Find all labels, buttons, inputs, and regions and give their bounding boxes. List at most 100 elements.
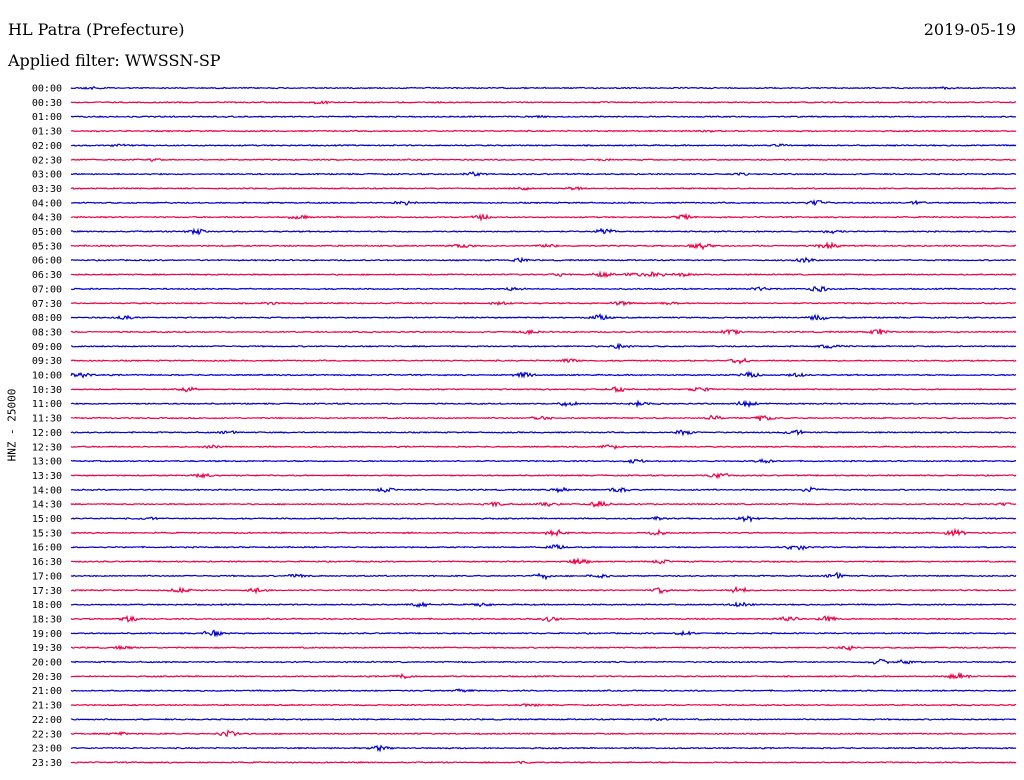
trace-line: [70, 328, 1017, 336]
time-tick-label: 18:00: [32, 600, 62, 611]
trace-line: [70, 571, 1017, 581]
time-tick-label: 05:30: [32, 241, 62, 252]
time-tick-label: 15:00: [32, 514, 62, 525]
trace-line: [70, 129, 1017, 133]
trace-line: [71, 199, 1017, 207]
trace-line: [70, 500, 1017, 508]
trace-line: [70, 543, 1017, 551]
trace-line: [70, 256, 1017, 264]
trace-line: [71, 285, 1017, 293]
trace-line: [70, 300, 1017, 307]
trace-line: [70, 658, 1017, 665]
time-tick-label: 14:00: [32, 485, 62, 496]
time-tick-label: 12:00: [32, 428, 62, 439]
time-tick-label: 08:00: [32, 313, 62, 324]
trace-line: [70, 212, 1017, 222]
time-tick-label: 04:30: [32, 213, 62, 224]
time-tick-label: 12:30: [32, 442, 62, 453]
trace-line: [70, 143, 1017, 148]
trace-line: [70, 629, 1017, 638]
time-tick-label: 02:30: [32, 155, 62, 166]
trace-line: [70, 557, 1017, 565]
time-tick-label: 03:30: [32, 184, 62, 195]
trace-line: [70, 472, 1017, 480]
trace-line: [70, 313, 1017, 321]
time-tick-label: 11:00: [32, 399, 62, 410]
station-title: HL Patra (Prefecture): [8, 20, 185, 39]
trace-line: [70, 601, 1017, 609]
trace-line: [70, 671, 1017, 680]
time-tick-label: 05:00: [32, 227, 62, 238]
trace-line: [70, 270, 1017, 279]
trace-line: [70, 614, 1017, 623]
filter-label: Applied filter: WWSSN-SP: [8, 51, 221, 70]
trace-line: [70, 485, 1017, 494]
trace-line: [70, 170, 1017, 177]
time-tick-label: 15:30: [32, 528, 62, 539]
trace-line: [70, 100, 1017, 105]
time-tick-label: 21:00: [32, 686, 62, 697]
time-tick-label: 11:30: [32, 414, 62, 425]
time-tick-label: 09:00: [32, 342, 62, 353]
time-tick-label: 19:30: [32, 643, 62, 654]
trace-line: [70, 241, 1017, 251]
time-tick-label: 17:30: [32, 586, 62, 597]
trace-line: [70, 414, 1017, 421]
trace-line: [70, 729, 1017, 738]
time-tick-label: 13:00: [32, 457, 62, 468]
trace-line: [70, 399, 1017, 409]
time-tick-label: 14:30: [32, 500, 62, 511]
time-tick-label: 22:30: [32, 729, 62, 740]
time-tick-label: 08:30: [32, 327, 62, 338]
trace-line: [70, 687, 1017, 693]
trace-line: [71, 185, 1017, 192]
time-tick-label: 10:00: [32, 371, 62, 382]
time-tick-label: 20:30: [32, 672, 62, 683]
trace-line: [70, 114, 1017, 119]
time-tick-label: 09:30: [32, 356, 62, 367]
time-tick-label: 01:30: [32, 127, 62, 138]
time-tick-label: 10:30: [32, 385, 62, 396]
time-tick-label: 23:00: [32, 744, 62, 755]
time-tick-label: 02:00: [32, 141, 62, 152]
trace-line: [70, 760, 1017, 765]
time-tick-label: 07:30: [32, 299, 62, 310]
time-tick-label: 00:00: [32, 84, 62, 95]
time-tick-label: 22:00: [32, 715, 62, 726]
time-tick-label: 16:30: [32, 557, 62, 568]
trace-line: [70, 527, 1017, 538]
trace-line: [70, 717, 1017, 722]
trace-line: [70, 85, 1017, 91]
time-tick-label: 18:30: [32, 614, 62, 625]
trace-line: [70, 429, 1017, 437]
time-tick-label: 13:30: [32, 471, 62, 482]
trace-line: [70, 703, 1017, 708]
trace-line: [70, 157, 1017, 162]
trace-line: [70, 385, 1017, 394]
time-tick-label: 06:30: [32, 270, 62, 281]
time-tick-label: 16:00: [32, 543, 62, 554]
time-tick-label: 00:30: [32, 98, 62, 109]
time-tick-label: 21:30: [32, 701, 62, 712]
date-label: 2019-05-19: [923, 20, 1016, 39]
time-tick-label: 01:00: [32, 112, 62, 123]
trace-line: [70, 227, 1017, 236]
trace-line: [70, 357, 1017, 365]
time-tick-label: 06:00: [32, 256, 62, 267]
trace-line: [70, 515, 1017, 523]
time-tick-label: 04:00: [32, 198, 62, 209]
trace-line: [70, 370, 1017, 379]
time-tick-label: 17:00: [32, 571, 62, 582]
trace-line: [70, 644, 1017, 652]
time-tick-label: 19:00: [32, 629, 62, 640]
trace-line: [70, 458, 1017, 464]
trace-line: [70, 444, 1017, 450]
trace-line: [70, 585, 1017, 595]
time-tick-label: 20:00: [32, 658, 62, 669]
time-tick-label: 03:00: [32, 170, 62, 181]
trace-line: [70, 744, 1017, 753]
time-tick-label: 23:30: [32, 758, 62, 769]
trace-line: [70, 342, 1017, 351]
time-tick-label: 07:00: [32, 284, 62, 295]
